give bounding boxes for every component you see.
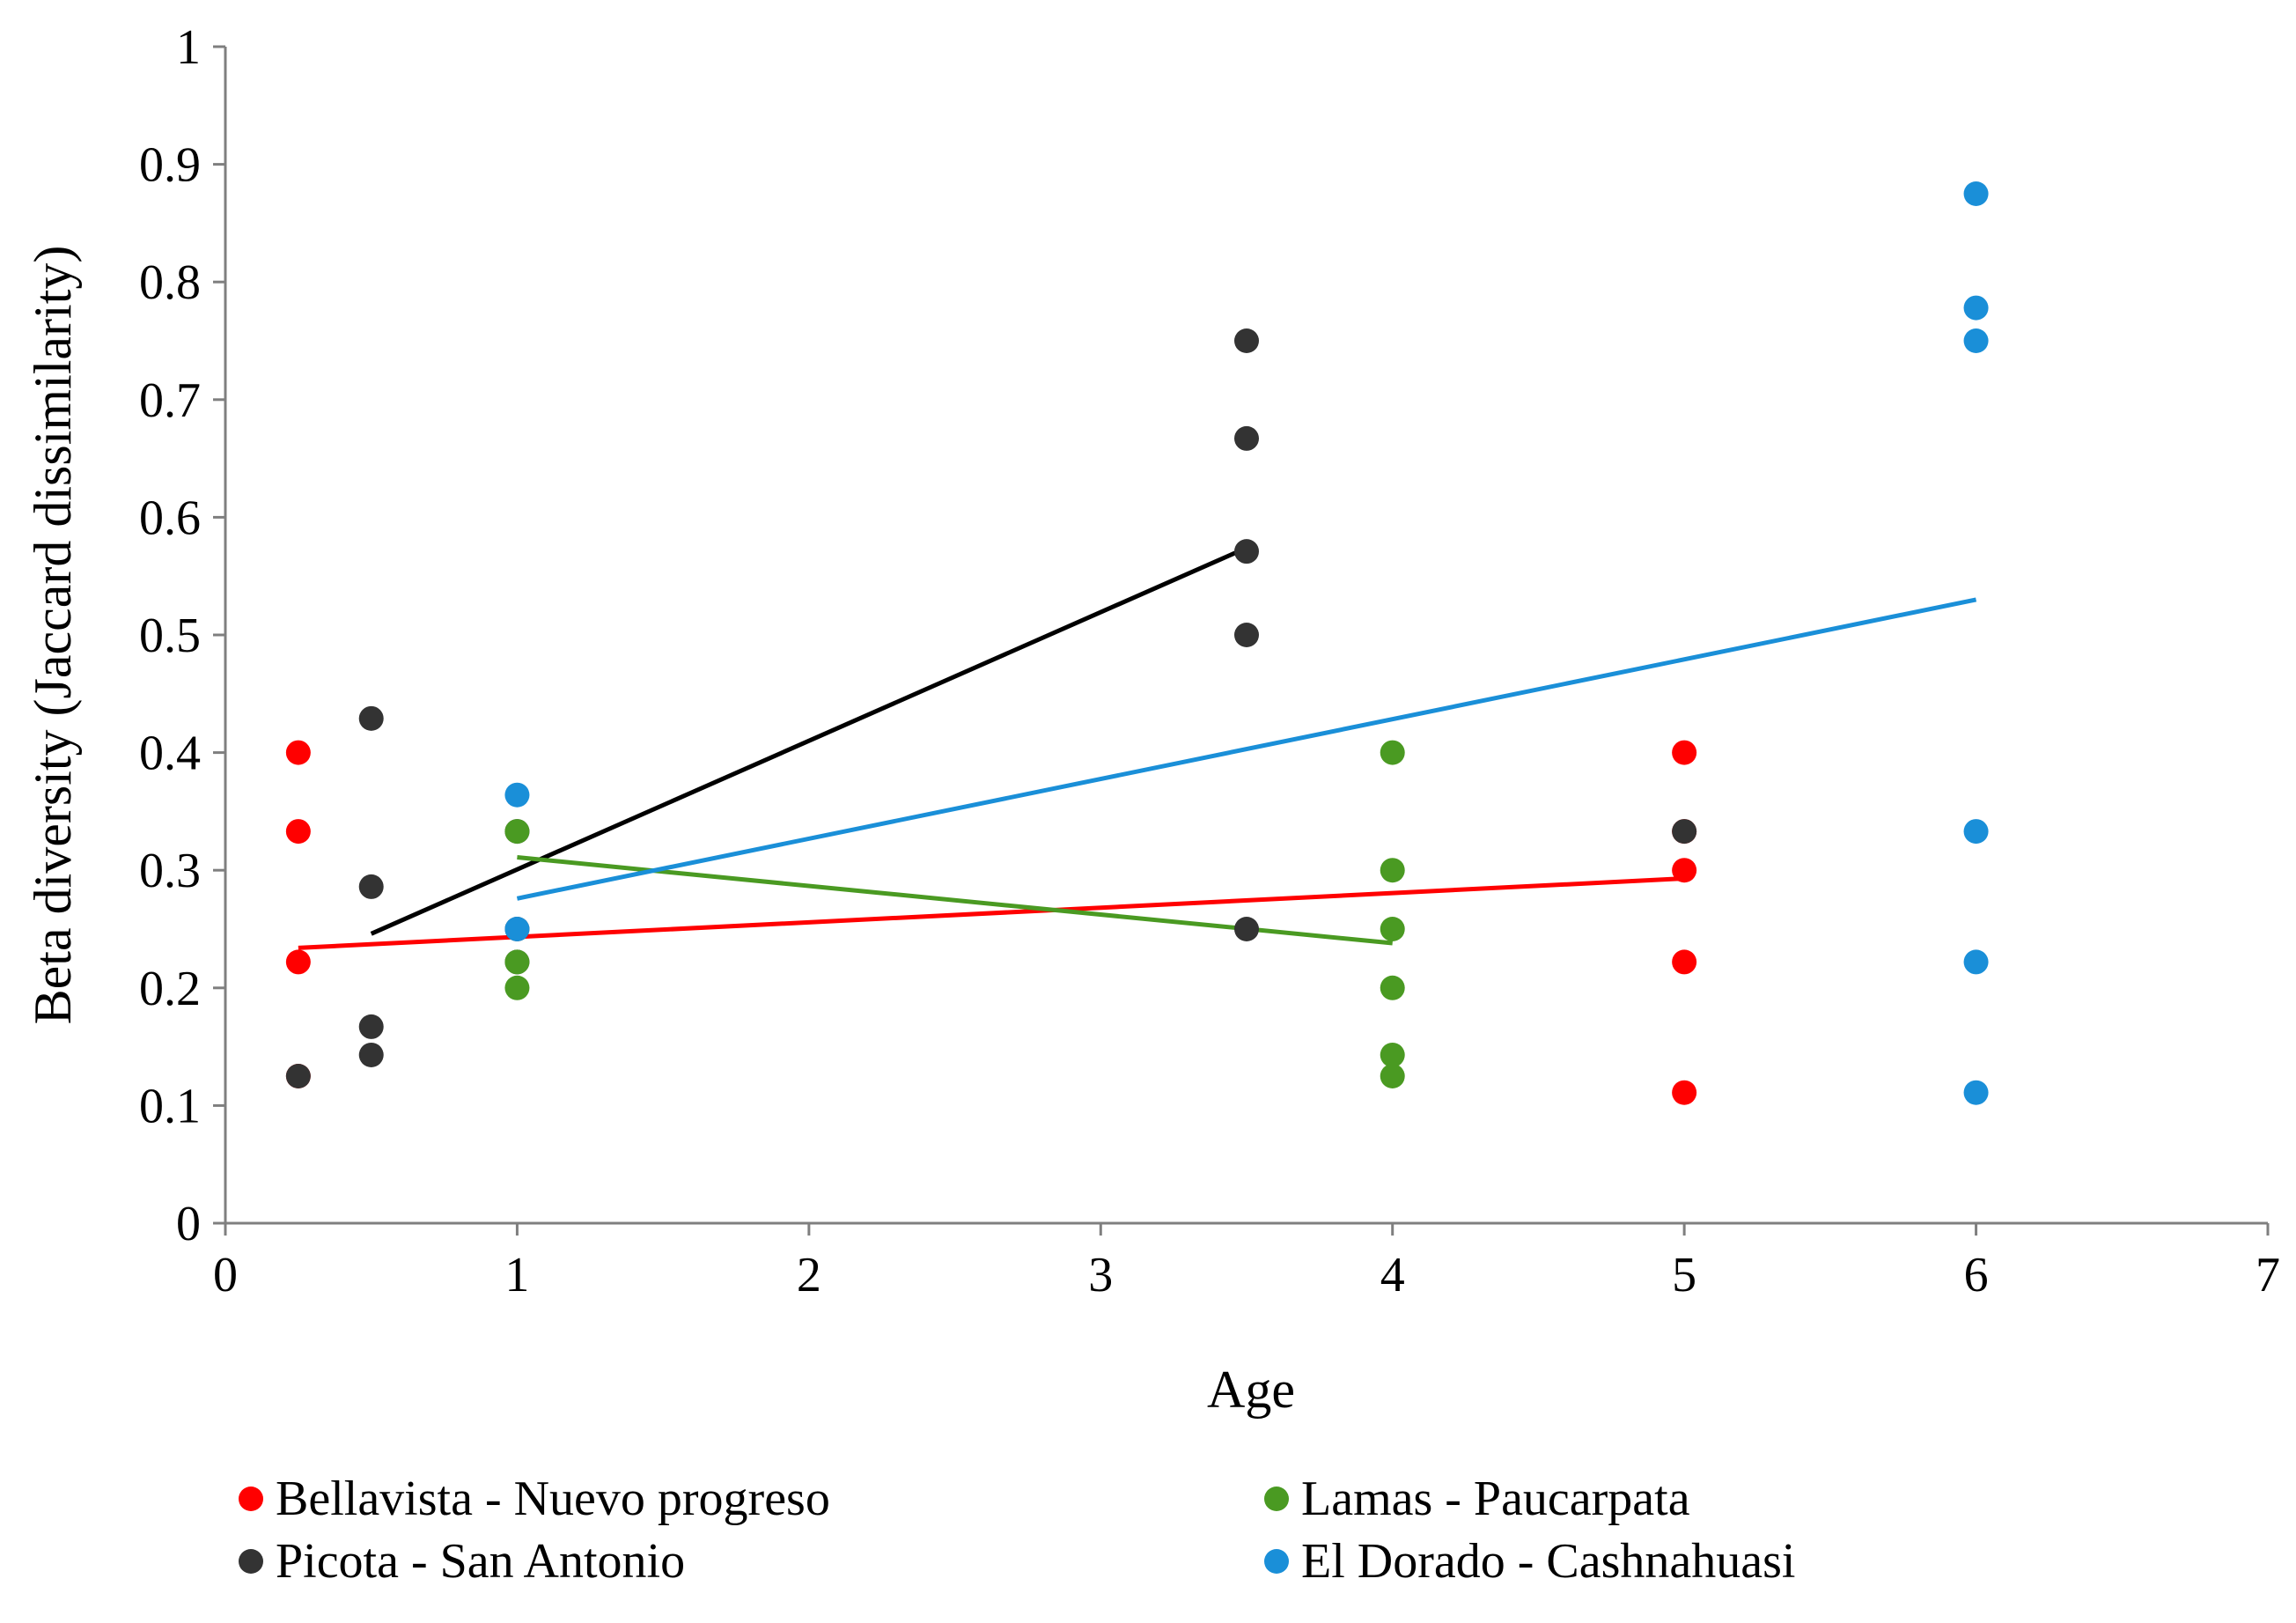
data-point [1234,623,1259,647]
data-point [1380,740,1405,765]
data-point [285,819,311,845]
data-point [504,975,530,1000]
legend-marker [1264,1487,1289,1511]
x-tick-label: 4 [1380,1248,1405,1302]
y-tick-label: 0.9 [139,138,201,193]
data-point [1672,949,1697,975]
trendline [298,876,1685,950]
y-tick-label: 0.4 [139,727,201,781]
data-point [1380,858,1405,883]
x-tick-label: 2 [797,1248,821,1302]
x-axis-title: Age [1207,1361,1295,1419]
data-point [1234,328,1259,353]
data-points [285,181,1989,1105]
axes: 0 0.1 0.2 0.3 0.4 0.5 0.6 0.7 0.8 0.9 1 0 1 2 3 4 5 6 7 Age… [24,20,2280,1419]
data-point [285,949,311,975]
trendline [370,545,1248,936]
legend-label: Lamas - Paucarpata [1301,1472,1690,1526]
y-tick-label: 0.7 [139,373,201,428]
data-point [504,819,530,845]
data-point [1963,819,1989,845]
data-point [1963,949,1989,975]
data-point [1380,975,1405,1000]
data-point [1672,858,1697,883]
data-point [358,705,384,731]
legend-label: Bellavista - Nuevo progreso [276,1472,830,1526]
data-point [1963,181,1989,206]
y-tick-label: 0.6 [139,491,201,545]
data-point [504,949,530,975]
legend-marker [239,1549,263,1574]
y-axis-title: Beta diversity (Jaccard dissimilarity) [24,246,82,1025]
y-tick-label: 1 [176,20,201,75]
x-tick-label: 5 [1672,1248,1696,1302]
legend-marker [239,1487,263,1511]
data-point [504,917,530,941]
data-point [1672,1080,1697,1105]
y-tick-label: 0 [176,1197,201,1251]
data-point [285,740,311,765]
data-point [1672,819,1697,845]
data-point [1234,539,1259,564]
data-point [1380,1042,1405,1067]
data-point [1963,295,1989,321]
data-point [285,1064,311,1088]
data-point [1234,917,1259,941]
trendline [516,597,1977,901]
trendlines [298,545,1977,950]
legend-label: Picota - San Antonio [276,1534,685,1589]
data-point [1672,740,1697,765]
x-tick-label: 7 [2256,1248,2280,1302]
x-tick-label: 6 [1964,1248,1989,1302]
y-tick-label: 0.3 [139,844,201,898]
y-tick-label: 0.1 [139,1079,201,1133]
x-tick-label: 1 [504,1248,529,1302]
data-point [358,1042,384,1067]
y-tick-label: 0.2 [139,962,201,1016]
data-point [1963,328,1989,353]
data-point [1963,1080,1989,1105]
y-tick-label: 0.5 [139,609,201,663]
legend-label: El Dorado - Cashnahuasi [1301,1534,1795,1589]
legend-marker [1264,1549,1289,1574]
data-point [1380,1064,1405,1088]
data-point [1380,917,1405,941]
data-point [1234,425,1259,451]
x-tick-label: 0 [213,1248,238,1302]
x-tick-label: 3 [1088,1248,1113,1302]
y-tick-label: 0.8 [139,255,201,310]
data-point [504,782,530,808]
legend: Bellavista - Nuevo progreso Picota - San … [239,1472,1795,1589]
data-point [358,1014,384,1039]
data-point [358,874,384,899]
